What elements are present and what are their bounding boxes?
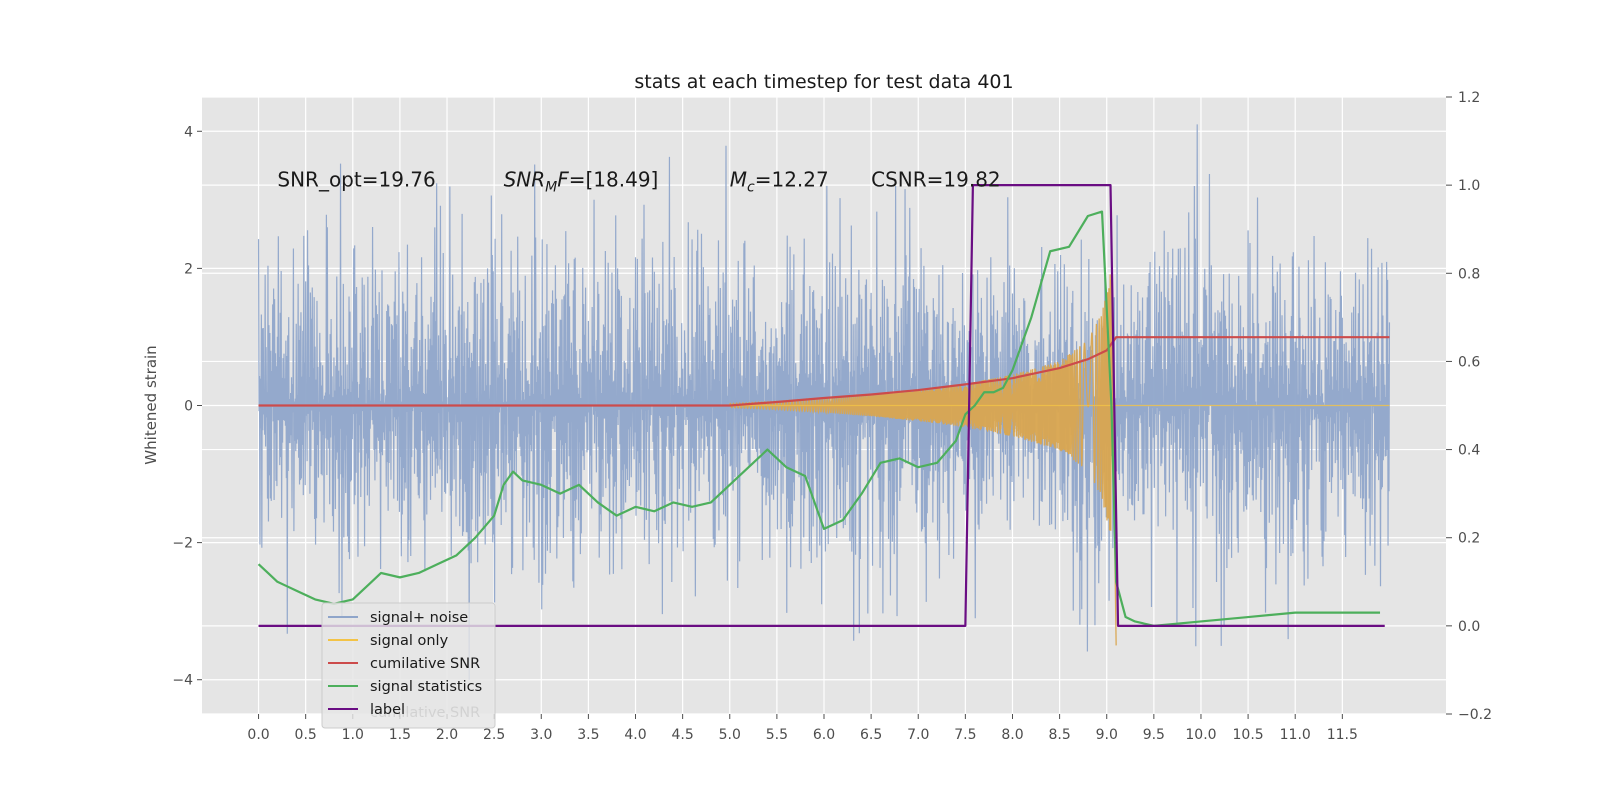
y-tick-label: 0 [184, 399, 193, 415]
x-tick-label: 3.5 [577, 727, 599, 743]
signal-noise-series [257, 124, 1391, 680]
legend-label: cumilative SNR [370, 656, 480, 672]
x-tick-label: 9.0 [1096, 727, 1118, 743]
y-tick-label: −4 [172, 673, 193, 689]
y2-tick-label: 0.0 [1458, 619, 1480, 635]
y2-tick-label: 1.0 [1458, 178, 1480, 194]
y2-tick-label: −0.2 [1458, 707, 1492, 723]
annotation-text: CSNR=19.82 [871, 167, 1001, 191]
annotation-text: Mc=12.27 [730, 167, 829, 195]
y2-tick-label: 0.2 [1458, 531, 1480, 547]
y-tick-label: −2 [172, 536, 193, 552]
line-series [257, 184, 1390, 627]
signal-only-line [729, 274, 1117, 646]
x-tick-label: 2.5 [483, 727, 505, 743]
x-tick-label: 0.5 [295, 727, 317, 743]
x-tick-label: 6.5 [860, 727, 882, 743]
annotation-text: SNR_opt=19.76 [277, 167, 435, 191]
signal-statistics-line [257, 210, 1381, 627]
x-tick-label: 11.0 [1280, 727, 1311, 743]
x-tick-label: 8.0 [1001, 727, 1023, 743]
x-tick-label: 5.0 [719, 727, 741, 743]
x-tick-label: 1.5 [389, 727, 411, 743]
x-tick-label: 3.0 [530, 727, 552, 743]
x-tick-label: 7.5 [954, 727, 976, 743]
axes: 0.0 0.5 1.0 1.5 2.0 2.5 3.0 3.5 4.0 4.5 5.0 5.5 6.0 6… [172, 90, 1492, 743]
x-tick-label: 1.0 [342, 727, 364, 743]
x-tick-label: 10.0 [1185, 727, 1216, 743]
annotation-text: SNRMF=[18.49] [504, 167, 659, 195]
y-tick-label: 2 [184, 261, 193, 277]
x-tick-label: 11.5 [1327, 727, 1358, 743]
legend-label: signal only [370, 633, 449, 649]
cumilative-snr-line [258, 336, 1390, 407]
legend-label: label [370, 702, 405, 718]
x-tick-label: 7.0 [907, 727, 929, 743]
annotations: SNR_opt=19.76 SNRMF=[18.49] Mc=12.27 CSNR=1… [277, 167, 1000, 195]
x-tick-label: 4.5 [672, 727, 694, 743]
x-tick-label: 10.5 [1233, 727, 1264, 743]
y-axis-label: Whitened strain [142, 345, 160, 464]
y2-tick-label: 0.8 [1458, 266, 1480, 282]
signal-noise-line [257, 124, 1391, 680]
y-tick-label: 4 [184, 124, 193, 140]
legend-label: signal statistics [370, 679, 482, 695]
legend-box [321, 602, 496, 729]
label-line [258, 184, 1385, 627]
x-tick-label: 5.5 [766, 727, 788, 743]
y2-tick-label: 0.6 [1458, 354, 1480, 370]
x-tick-label: 4.0 [624, 727, 646, 743]
x-tick-label: 0.0 [247, 727, 269, 743]
x-tick-label: 2.0 [436, 727, 458, 743]
x-tick-label: 8.5 [1048, 727, 1070, 743]
chart-title: stats at each timestep for test data 401 [634, 71, 1013, 93]
x-tick-label: 6.0 [813, 727, 835, 743]
legend-label: signal+ noise [370, 610, 468, 626]
x-tick-label: 9.5 [1143, 727, 1165, 743]
y2-tick-label: 0.4 [1458, 443, 1480, 459]
y2-tick-label: 1.2 [1458, 90, 1480, 106]
